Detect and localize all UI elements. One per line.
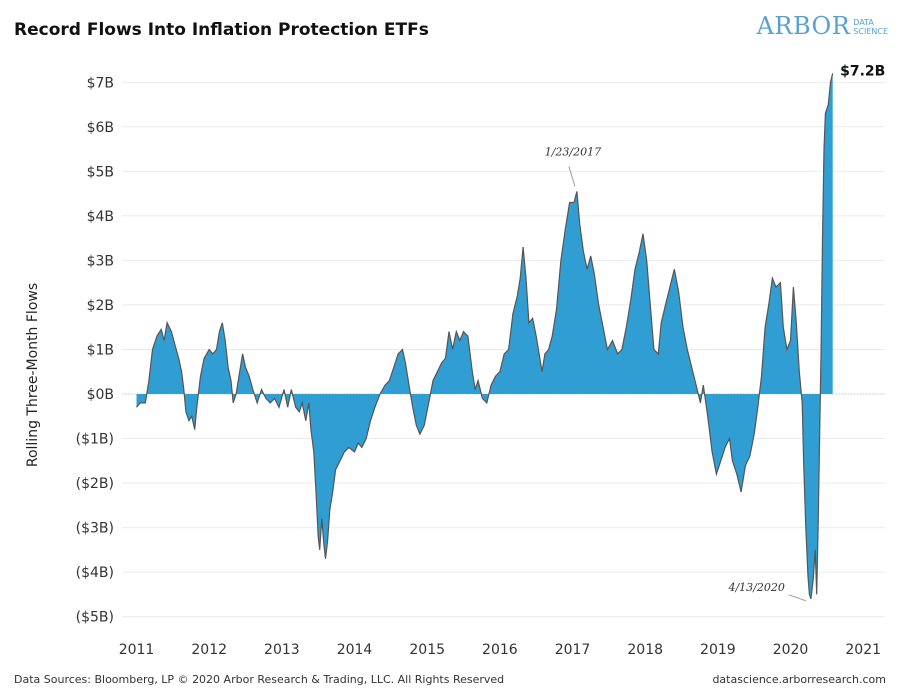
x-tick-label: 2011 [119,642,155,658]
logo-subtext: DATA SCIENCE [853,18,888,36]
x-tick-label: 2013 [264,642,300,658]
chart-title: Record Flows Into Inflation Protection E… [14,20,429,40]
annotation-leader-2017 [568,166,576,187]
data-sources-footer: Data Sources: Bloomberg, LP © 2020 Arbor… [14,673,505,686]
x-tick-label: 2012 [191,642,227,658]
y-axis-label: Rolling Three-Month Flows [25,283,41,467]
x-tick-label: 2014 [337,642,373,658]
y-tick-label: $0B [87,387,114,403]
logo-subtext-line-1: DATA [853,18,874,27]
annotations: 1/23/2017 4/13/2020 $7.2B [545,63,885,602]
y-tick-label: $6B [87,120,114,136]
x-tick-label: 2018 [627,642,663,658]
flows-outline [136,73,834,599]
logo-wordmark: ARBOR [756,12,851,40]
y-tick-label: $3B [87,253,114,269]
annotation-2020-trough: 4/13/2020 [727,581,784,594]
y-tick-label: ($3B) [76,521,114,537]
arbor-logo: ARBOR DATA SCIENCE [757,12,888,40]
y-tick-label: ($2B) [76,476,114,492]
x-tick-label: 2019 [700,642,736,658]
y-tick-label: ($5B) [76,610,114,626]
logo-subtext-line-2: SCIENCE [853,27,888,36]
x-tick-label: 2015 [409,642,445,658]
annotation-2017-peak: 1/23/2017 [545,145,601,158]
x-tick-label: 2016 [482,642,518,658]
y-tick-label: ($1B) [76,432,114,448]
website-footer: datascience.arborresearch.com [712,673,886,686]
annotation-leader-2020 [788,594,807,602]
x-tick-label: 2017 [555,642,591,658]
x-tick-label: 2020 [773,642,809,658]
flows-area-fill [136,73,833,599]
axes: $7B $6B $5B $4B $3B $2B $1B $0B ($1B) ($2B) ($3B) (… [76,75,881,658]
y-tick-label: ($4B) [76,565,114,581]
x-tick-label: 2021 [845,642,881,658]
annotation-latest-value: $7.2B [840,63,885,79]
flows-series [136,73,834,599]
y-tick-label: $2B [87,298,114,314]
y-tick-label: $4B [87,209,114,225]
y-tick-label: $7B [87,75,114,91]
y-tick-label: $5B [87,164,114,180]
y-tick-label: $1B [87,342,114,358]
